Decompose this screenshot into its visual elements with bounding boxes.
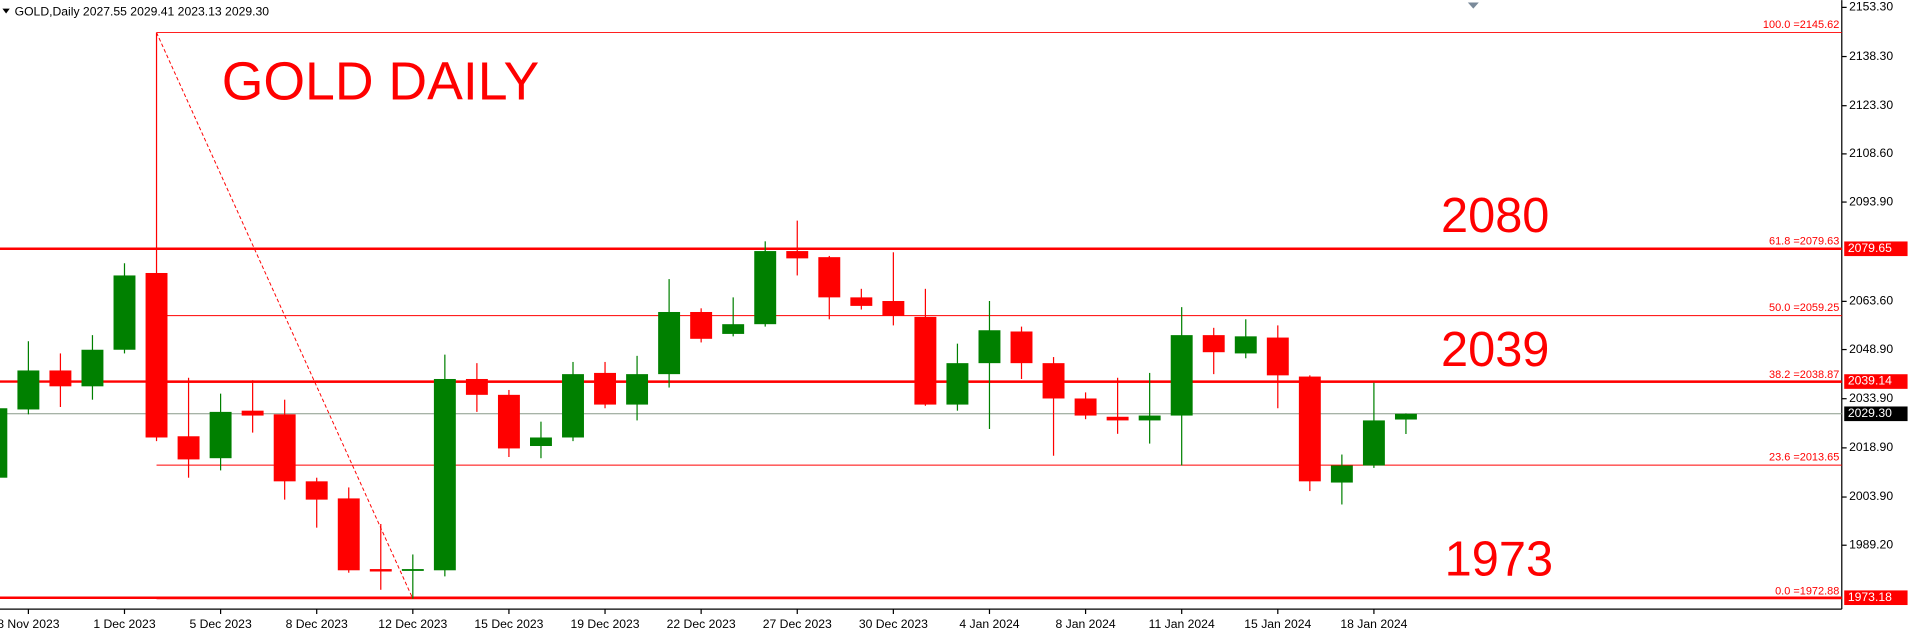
candle-body bbox=[818, 257, 841, 298]
candle-body bbox=[17, 370, 40, 410]
candle-body bbox=[1202, 335, 1225, 353]
shift-marker bbox=[1467, 2, 1479, 9]
candle-body bbox=[241, 410, 264, 416]
candle-body bbox=[978, 330, 1001, 364]
candle-body bbox=[882, 301, 905, 316]
annotation: GOLD DAILY bbox=[222, 51, 540, 111]
candle-body bbox=[946, 363, 969, 405]
candle-body bbox=[1266, 337, 1289, 376]
candle-body bbox=[722, 324, 745, 334]
candle-body bbox=[369, 569, 392, 572]
y-tick-label: 2003.90 bbox=[1849, 489, 1893, 503]
current-price-label: 2029.30 bbox=[1848, 406, 1892, 420]
candle-body bbox=[914, 316, 937, 405]
candle-body bbox=[177, 436, 200, 460]
x-tick-label: 8 Dec 2023 bbox=[286, 617, 348, 631]
candle-body bbox=[49, 370, 72, 387]
menu-arrow[interactable] bbox=[2, 8, 10, 14]
level-label: 2079.65 bbox=[1848, 241, 1892, 255]
x-tick-label: 4 Jan 2024 bbox=[959, 617, 1019, 631]
candle-body bbox=[562, 374, 584, 438]
x-tick-label: 15 Dec 2023 bbox=[474, 617, 543, 631]
candle-body bbox=[465, 378, 488, 395]
candle-body bbox=[497, 394, 520, 449]
annotation: 2039 bbox=[1441, 323, 1549, 377]
candle-body bbox=[273, 414, 296, 482]
y-tick-label: 2108.60 bbox=[1849, 146, 1893, 160]
current-price-box bbox=[1844, 406, 1908, 422]
candle-body bbox=[786, 251, 809, 259]
annotation: 2080 bbox=[1441, 189, 1549, 243]
x-tick-label: 18 Jan 2024 bbox=[1340, 617, 1407, 631]
chart-title: GOLD,Daily 2027.55 2029.41 2023.13 2029.… bbox=[15, 4, 270, 18]
candle-body bbox=[1362, 420, 1385, 466]
y-tick-label: 1989.20 bbox=[1849, 537, 1893, 551]
candle-body bbox=[594, 372, 616, 405]
candle-body bbox=[658, 311, 681, 375]
candle-body bbox=[145, 272, 168, 438]
candle-body bbox=[530, 437, 552, 447]
x-tick-label: 8 Jan 2024 bbox=[1055, 617, 1115, 631]
level-label: 2039.14 bbox=[1848, 374, 1892, 388]
level-box bbox=[1844, 374, 1908, 389]
candle-body bbox=[626, 374, 649, 405]
candle-body bbox=[81, 349, 104, 387]
x-tick-label: 1 Dec 2023 bbox=[93, 617, 155, 631]
y-tick-label: 2048.90 bbox=[1849, 342, 1893, 356]
annotation: 1973 bbox=[1445, 533, 1553, 587]
y-tick-label: 2153.30 bbox=[1849, 0, 1893, 14]
fib-label: 61.8 =2079.63 bbox=[1769, 235, 1839, 247]
candle-body bbox=[1330, 465, 1353, 483]
candle-body bbox=[113, 275, 136, 350]
candle-body bbox=[1106, 416, 1129, 421]
candle-body bbox=[337, 498, 360, 571]
y-tick-label: 2138.30 bbox=[1849, 49, 1893, 63]
x-tick-label: 27 Dec 2023 bbox=[763, 617, 832, 631]
fib-label: 23.6 =2013.65 bbox=[1769, 452, 1839, 464]
x-tick-label: 22 Dec 2023 bbox=[667, 617, 736, 631]
fib-trend bbox=[156, 32, 414, 599]
candle-body bbox=[305, 481, 328, 500]
candle-body bbox=[1010, 331, 1033, 364]
fib-label: 0.0 =1972.88 bbox=[1775, 585, 1839, 597]
x-tick-label: 11 Jan 2024 bbox=[1149, 617, 1215, 631]
y-tick-label: 2018.90 bbox=[1849, 440, 1893, 454]
candle-body bbox=[754, 251, 777, 325]
y-tick-label: 2123.30 bbox=[1849, 98, 1893, 112]
y-tick-label: 2033.90 bbox=[1849, 391, 1893, 405]
fib-label: 100.0 =2145.62 bbox=[1763, 19, 1839, 31]
level-label: 1973.18 bbox=[1848, 590, 1892, 604]
x-tick-label: 8 Nov 2023 bbox=[0, 617, 60, 631]
candle-body bbox=[1074, 398, 1097, 416]
fib-label: 50.0 =2059.25 bbox=[1769, 302, 1839, 314]
candle-body bbox=[1394, 413, 1417, 420]
y-tick-label: 2063.60 bbox=[1849, 294, 1893, 308]
candle-body bbox=[1138, 415, 1161, 421]
candle-body bbox=[1234, 336, 1257, 354]
y-tick-label: 2093.90 bbox=[1849, 194, 1893, 208]
candle-body bbox=[433, 378, 456, 571]
candle-body bbox=[209, 411, 232, 459]
fib-label: 38.2 =2038.87 bbox=[1769, 369, 1839, 381]
candle-body bbox=[1170, 335, 1193, 416]
candle-body bbox=[850, 297, 873, 306]
candle-body bbox=[1042, 363, 1065, 399]
candle-body bbox=[690, 311, 713, 339]
x-tick-label: 15 Jan 2024 bbox=[1244, 617, 1311, 631]
level-box bbox=[1844, 590, 1908, 606]
candle-body bbox=[0, 408, 8, 478]
candle-body bbox=[1298, 376, 1321, 482]
level-box bbox=[1844, 241, 1908, 257]
candle-body bbox=[401, 569, 424, 571]
x-tick-label: 12 Dec 2023 bbox=[378, 617, 447, 631]
x-tick-label: 5 Dec 2023 bbox=[189, 617, 251, 631]
x-tick-label: 19 Dec 2023 bbox=[571, 617, 640, 631]
x-tick-label: 30 Dec 2023 bbox=[859, 617, 928, 631]
